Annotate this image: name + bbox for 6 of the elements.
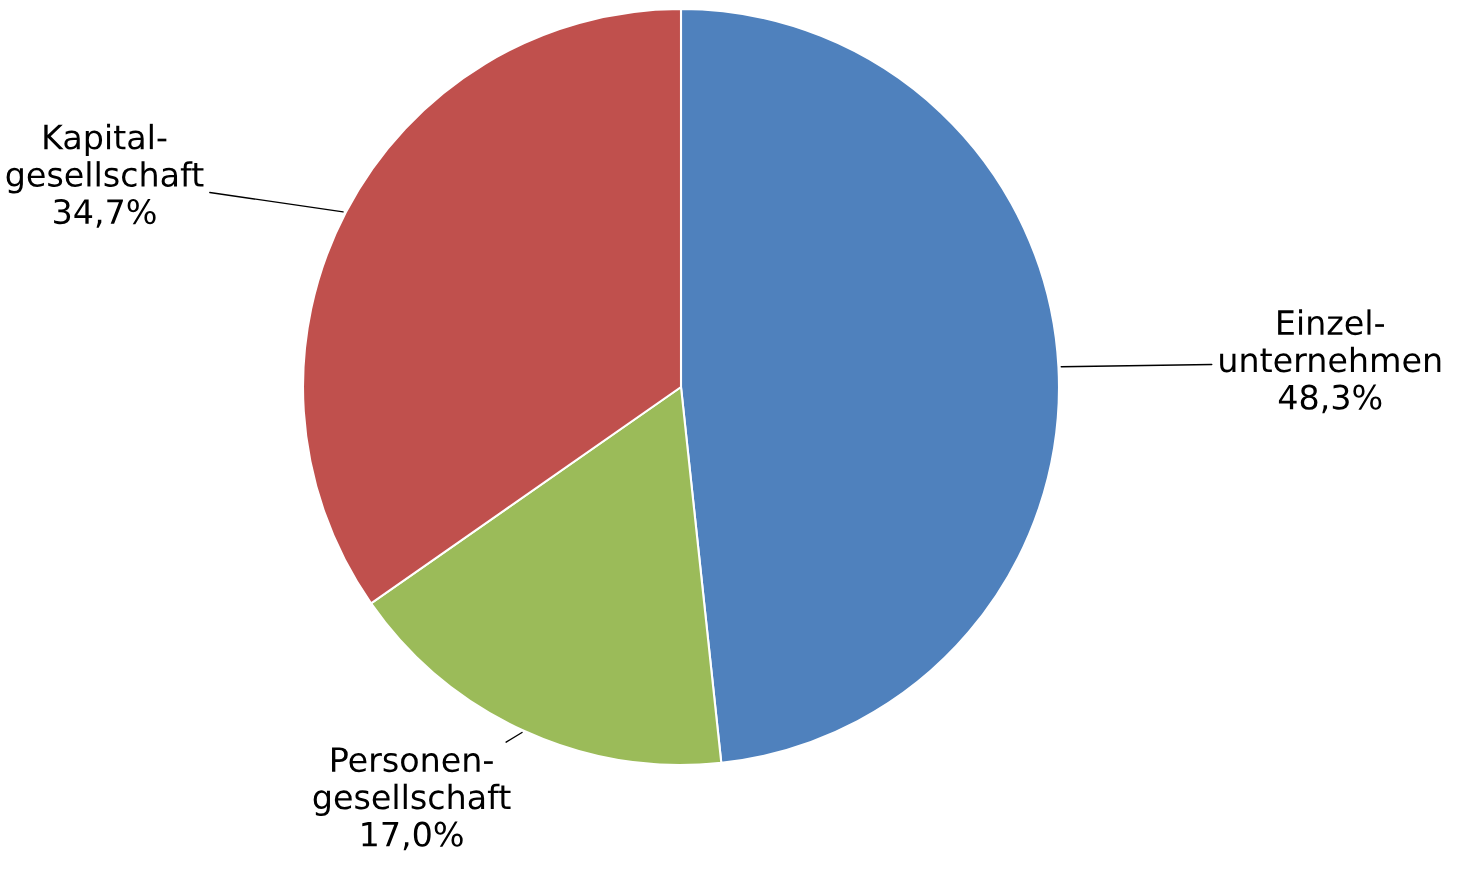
slice-label: Personen- gesellschaft	[313, 747, 511, 816]
slice-label: Einzel- unternehmen	[1220, 309, 1441, 373]
data-label: 34,7%	[54, 199, 156, 228]
data-label: 17,0%	[362, 821, 463, 851]
slice-label: Kapital- gesellschaft	[6, 123, 204, 194]
data-label: 48,3%	[1278, 384, 1382, 414]
